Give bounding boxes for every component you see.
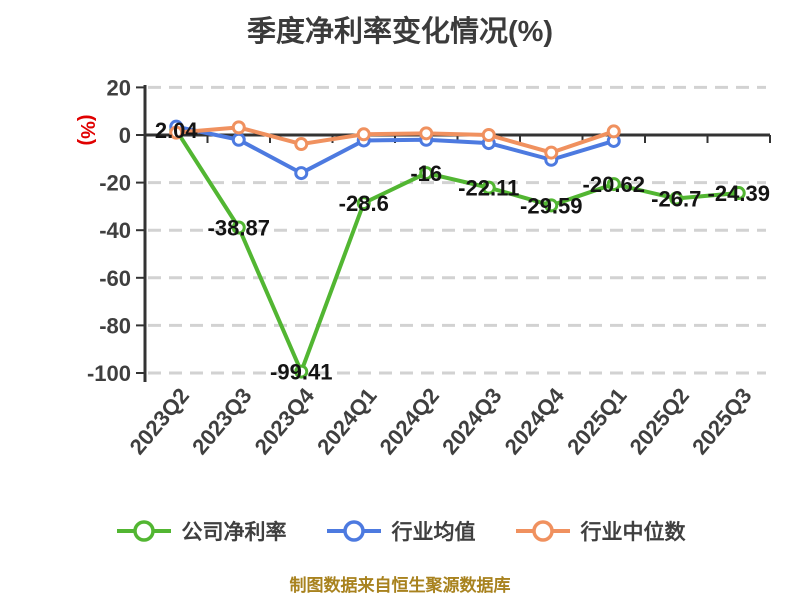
data-source-note: 制图数据来自恒生聚源数据库 [289, 576, 511, 595]
x-tick-label-2023Q3: 2023Q3 [187, 383, 256, 459]
company-net-margin-value-label-2025Q3: -24.39 [708, 181, 770, 206]
industry-mean-legend-marker-icon [326, 520, 381, 542]
x-tick-label-2024Q2: 2024Q2 [375, 383, 444, 459]
company-net-margin-point-2024Q4 [544, 198, 559, 213]
x-tick-label-2025Q2: 2025Q2 [625, 383, 694, 459]
industry-mean-point-2023Q4 [294, 166, 309, 181]
y-tick-label: -100 [87, 361, 131, 386]
company-net-margin-point-2025Q1 [606, 177, 621, 192]
line-chart-plot: 200-20-40-60-80-1002023Q22023Q32023Q4202… [76, 75, 771, 460]
company-net-margin-value-label-2025Q2: -26.7 [651, 187, 701, 212]
company-net-margin-point-2023Q3 [231, 220, 246, 235]
company-net-margin-point-2024Q2 [419, 166, 434, 181]
x-tick-label-2025Q3: 2025Q3 [687, 383, 756, 459]
legend-item-industry-median[interactable]: 行业中位数 [514, 516, 686, 546]
industry-mean-line [174, 124, 616, 176]
company-net-margin-legend-marker-icon [116, 520, 171, 542]
legend-label-industry-median: 行业中位数 [580, 521, 686, 544]
company-net-margin-value-label-2023Q3: -38.87 [208, 216, 270, 241]
industry-median-line [174, 125, 616, 155]
y-tick-label: 0 [119, 123, 131, 148]
company-net-margin-value-label-2023Q4: -99.41 [270, 360, 332, 385]
legend-label-company-net-margin: 公司净利率 [181, 521, 287, 544]
y-axis-unit-label: (%) [76, 114, 98, 145]
company-net-margin-point-2024Q3 [481, 180, 496, 195]
y-tick-label: -60 [99, 266, 131, 291]
industry-median-point-2023Q3 [231, 120, 246, 135]
x-tick-label-2023Q2: 2023Q2 [125, 383, 194, 459]
company-net-margin-value-label-2024Q3: -22.11 [458, 176, 519, 201]
industry-median-point-2023Q4 [294, 137, 309, 152]
chart-title: 季度净利率变化情况(%) [246, 16, 554, 48]
company-net-margin-value-label-2024Q1: -28.6 [339, 191, 389, 216]
x-tick-label-2024Q4: 2024Q4 [500, 383, 570, 460]
industry-median-point-2024Q2 [419, 126, 434, 141]
y-tick-label: -20 [99, 171, 131, 196]
y-tick-label: -80 [99, 313, 131, 338]
legend-label-industry-mean: 行业均值 [391, 521, 476, 544]
x-tick-label-2024Q1: 2024Q1 [312, 383, 381, 459]
company-net-margin-line [174, 128, 741, 374]
company-net-margin-value-label-2024Q2: -16 [410, 161, 442, 186]
industry-median-point-2024Q3 [481, 128, 496, 142]
legend-item-company-net-margin[interactable]: 公司净利率 [115, 516, 287, 546]
industry-median-point-2024Q1 [356, 127, 371, 142]
company-net-margin-point-2025Q2 [669, 191, 684, 206]
company-net-margin-value-label-2025Q1: -20.62 [583, 172, 645, 197]
company-net-margin-value-label-2023Q2: 2.04 [155, 118, 199, 143]
company-net-margin-point-2023Q4 [294, 364, 309, 379]
chart-legend: 公司净利率 行业均值 行业中位数 [0, 516, 800, 546]
industry-median-point-2024Q4 [544, 145, 559, 160]
industry-median-legend-marker-icon [515, 520, 570, 542]
company-net-margin-point-2024Q1 [356, 196, 371, 211]
industry-mean-point-2023Q3 [231, 132, 246, 147]
industry-median-point-2023Q2 [169, 125, 184, 140]
x-tick-label-2023Q4: 2023Q4 [250, 383, 320, 460]
x-tick-label-2025Q1: 2025Q1 [562, 383, 631, 459]
company-net-margin-point-2025Q3 [731, 186, 746, 201]
legend-item-industry-mean[interactable]: 行业均值 [325, 516, 476, 546]
company-net-margin-value-label-2024Q4: -29.59 [520, 193, 582, 218]
x-tick-label-2024Q3: 2024Q3 [437, 383, 506, 459]
y-tick-label: -40 [99, 218, 131, 243]
industry-median-point-2025Q1 [606, 124, 621, 139]
y-tick-label: 20 [107, 75, 131, 100]
